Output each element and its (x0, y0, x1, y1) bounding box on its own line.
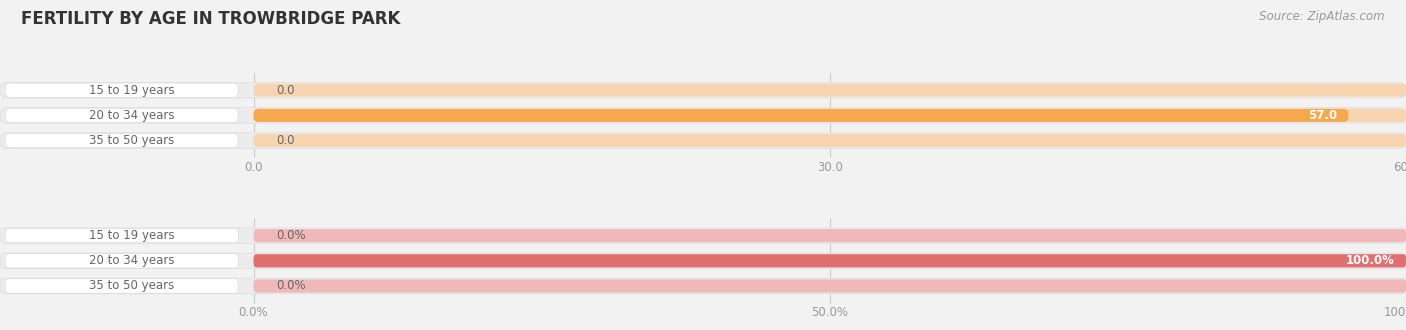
FancyBboxPatch shape (6, 108, 239, 122)
FancyBboxPatch shape (6, 133, 239, 148)
Text: 35 to 50 years: 35 to 50 years (89, 280, 174, 292)
FancyBboxPatch shape (6, 254, 239, 268)
FancyBboxPatch shape (0, 228, 1406, 244)
FancyBboxPatch shape (253, 254, 1406, 267)
FancyBboxPatch shape (6, 228, 239, 243)
FancyBboxPatch shape (0, 108, 1406, 123)
FancyBboxPatch shape (0, 278, 1406, 294)
Text: 0.0: 0.0 (277, 134, 295, 147)
FancyBboxPatch shape (253, 109, 1348, 122)
FancyBboxPatch shape (253, 109, 1406, 122)
FancyBboxPatch shape (6, 279, 239, 293)
Text: 0.0: 0.0 (277, 84, 295, 97)
FancyBboxPatch shape (253, 254, 1406, 267)
Text: 35 to 50 years: 35 to 50 years (89, 134, 174, 147)
Text: 0.0%: 0.0% (277, 280, 307, 292)
Text: 100.0%: 100.0% (1346, 254, 1395, 267)
Text: 57.0: 57.0 (1308, 109, 1337, 122)
FancyBboxPatch shape (253, 229, 1406, 242)
Text: 20 to 34 years: 20 to 34 years (89, 109, 174, 122)
FancyBboxPatch shape (0, 253, 1406, 269)
FancyBboxPatch shape (6, 83, 239, 97)
Text: 0.0%: 0.0% (277, 229, 307, 242)
FancyBboxPatch shape (253, 134, 1406, 147)
FancyBboxPatch shape (253, 84, 1406, 97)
FancyBboxPatch shape (0, 82, 1406, 98)
FancyBboxPatch shape (0, 133, 1406, 148)
FancyBboxPatch shape (253, 280, 1406, 292)
Text: 15 to 19 years: 15 to 19 years (89, 84, 174, 97)
Text: 15 to 19 years: 15 to 19 years (89, 229, 174, 242)
Text: 20 to 34 years: 20 to 34 years (89, 254, 174, 267)
Text: Source: ZipAtlas.com: Source: ZipAtlas.com (1260, 10, 1385, 23)
Text: FERTILITY BY AGE IN TROWBRIDGE PARK: FERTILITY BY AGE IN TROWBRIDGE PARK (21, 10, 401, 28)
